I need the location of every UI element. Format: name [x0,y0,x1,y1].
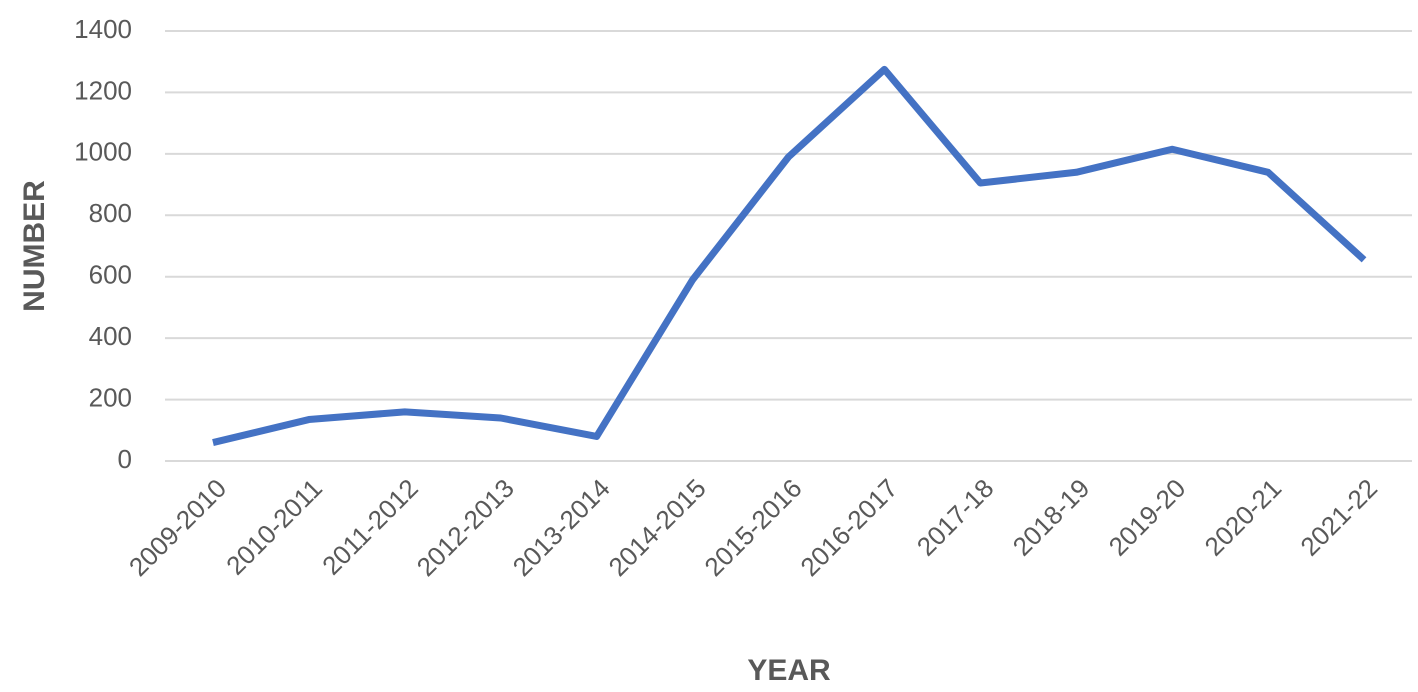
y-tick-label: 1400 [74,14,132,44]
x-tick-label: 2019-20 [1103,473,1192,562]
x-tick-label: 2010-2011 [220,473,328,581]
y-tick-label: 600 [89,260,132,290]
x-tick-label: 2017-18 [911,473,1000,562]
x-tick-label: 2013-2014 [507,473,616,582]
y-tick-label: 800 [89,198,132,228]
y-tick-label: 200 [89,382,132,412]
y-axis-title: NUMBER [18,180,51,312]
x-tick-label: 2009-2010 [123,473,232,582]
y-tick-label: 0 [118,444,132,474]
x-tick-label: 2018-19 [1007,473,1096,562]
x-tick-label: 2015-2016 [698,473,807,582]
x-tick-label: 2014-2015 [603,473,712,582]
y-tick-label: 1200 [74,75,132,105]
line-series [212,65,1367,446]
y-tick-label: 1000 [74,137,132,167]
x-axis-title: YEAR [747,654,831,687]
x-tick-label: 2020-21 [1199,473,1288,562]
x-tick-label: 2021-22 [1294,473,1383,562]
x-tick-label: 2012-2013 [411,473,520,582]
x-tick-label: 2016-2017 [794,473,903,582]
x-tick-label: 2011-2012 [316,473,424,581]
y-tick-label: 400 [89,321,132,351]
